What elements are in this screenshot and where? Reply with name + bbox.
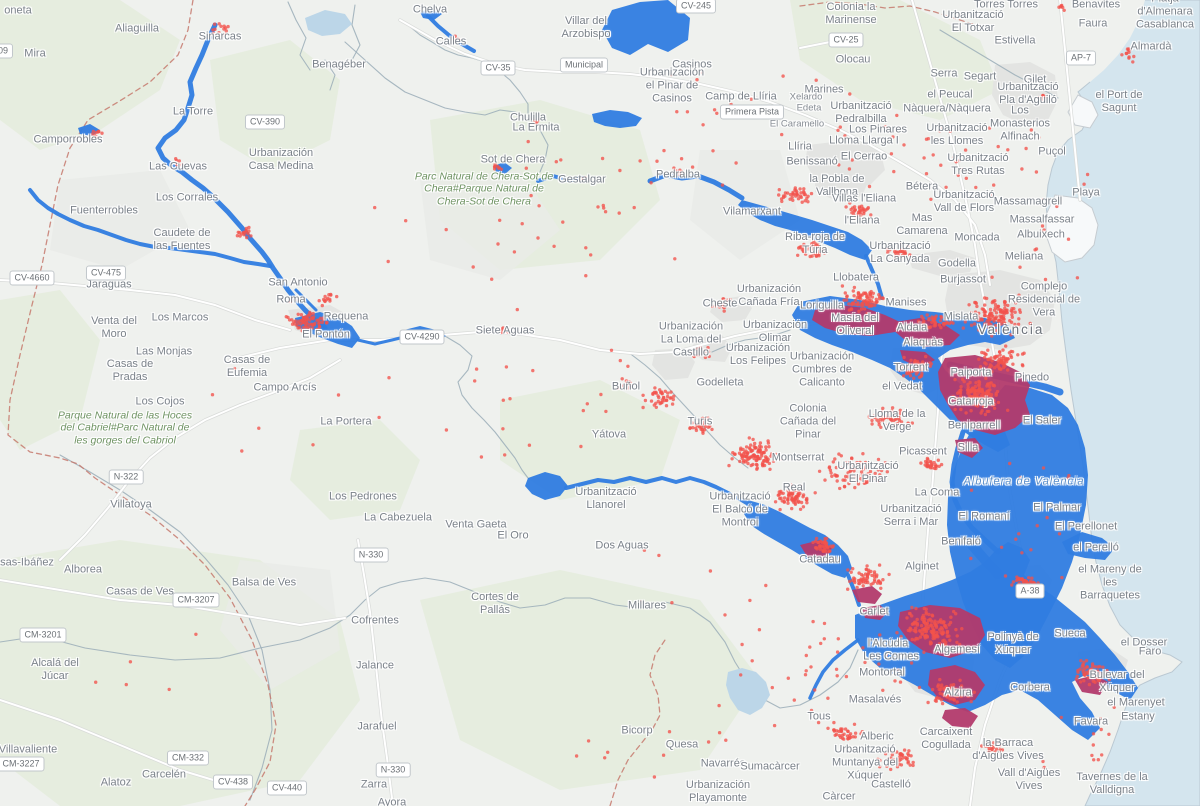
flood-extent xyxy=(855,542,1138,740)
flood-river xyxy=(536,174,586,183)
reservoir xyxy=(305,10,352,36)
flood-extent xyxy=(1062,532,1115,560)
river xyxy=(444,335,529,479)
port-outline xyxy=(1067,94,1099,129)
road xyxy=(357,539,394,806)
urban-area xyxy=(652,348,695,380)
flood-river xyxy=(564,476,752,507)
road xyxy=(59,359,341,561)
admin-boundary xyxy=(7,0,277,806)
flood-river xyxy=(949,429,1001,555)
coastline xyxy=(1045,0,1200,806)
river xyxy=(711,329,791,353)
flood-river xyxy=(647,172,745,201)
impact-overlap xyxy=(812,305,900,336)
hill-shade xyxy=(220,560,340,690)
river xyxy=(627,351,749,469)
impact-overlap xyxy=(942,708,978,728)
port-area xyxy=(1068,95,1098,128)
impact-overlap xyxy=(955,438,983,458)
port-outline xyxy=(1045,194,1099,263)
forest-area xyxy=(0,290,100,450)
flood-river xyxy=(155,22,328,331)
hill-shade xyxy=(420,170,560,280)
impact-overlap xyxy=(862,605,888,620)
forest-area xyxy=(790,0,1000,120)
river xyxy=(324,59,336,91)
flood-river xyxy=(28,188,272,268)
flood-river xyxy=(294,288,318,312)
road xyxy=(1059,0,1081,201)
impact-overlap xyxy=(852,586,882,604)
urban-area xyxy=(692,335,732,362)
flood-extent xyxy=(420,8,442,20)
flood-river xyxy=(426,14,476,53)
forest-area xyxy=(500,380,680,500)
river xyxy=(0,577,746,679)
admin-boundary xyxy=(799,1,986,29)
flood-river xyxy=(808,638,860,700)
river xyxy=(287,1,311,71)
impact-dots xyxy=(90,3,1136,779)
flood-extent xyxy=(525,472,568,500)
urban-area xyxy=(908,250,975,276)
port-area xyxy=(1046,195,1098,262)
urban-area xyxy=(992,62,1058,125)
flood-extent xyxy=(738,200,872,260)
river xyxy=(939,29,1059,99)
flood-extent xyxy=(592,110,642,128)
flood-extent xyxy=(295,312,360,348)
urban-area xyxy=(815,172,868,200)
forest-area xyxy=(0,0,180,150)
flood-extent xyxy=(602,0,690,55)
river xyxy=(351,4,361,61)
river xyxy=(764,649,859,709)
flood-river xyxy=(864,254,884,300)
impact-overlap xyxy=(900,350,935,368)
flood-river xyxy=(967,540,1003,579)
sea xyxy=(1046,0,1200,806)
river xyxy=(344,41,549,173)
forest-area xyxy=(420,570,760,790)
admin-boundary xyxy=(609,639,666,806)
forest-area xyxy=(290,420,420,520)
reservoir xyxy=(726,668,770,715)
forest-area xyxy=(210,40,340,170)
road xyxy=(0,699,241,789)
